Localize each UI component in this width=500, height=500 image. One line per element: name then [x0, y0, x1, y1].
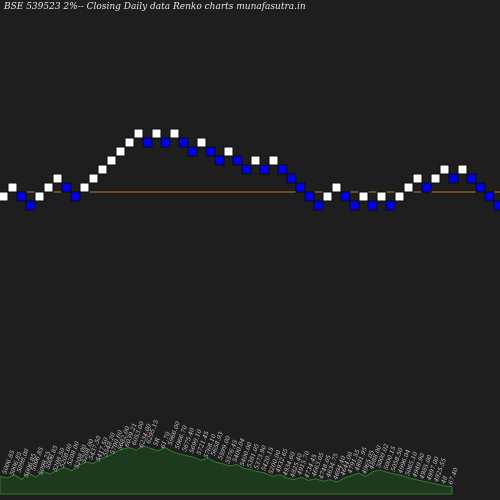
renko-brick-up [268, 155, 279, 166]
renko-brick-down [286, 173, 297, 184]
renko-brick-up [196, 137, 207, 148]
renko-brick-up [322, 191, 333, 202]
volume-area-path [0, 445, 453, 495]
renko-brick-down [313, 200, 324, 211]
renko-brick-up [151, 128, 162, 139]
renko-brick-down [178, 137, 189, 148]
renko-brick-down [277, 164, 288, 175]
renko-brick-down [16, 191, 27, 202]
renko-brick-down [385, 200, 396, 211]
renko-brick-up [169, 128, 180, 139]
renko-brick-up [457, 164, 468, 175]
renko-brick-down [241, 164, 252, 175]
renko-brick-up [376, 191, 387, 202]
renko-brick-up [250, 155, 261, 166]
renko-brick-down [187, 146, 198, 157]
renko-brick-down [367, 200, 378, 211]
renko-brick-down [466, 173, 477, 184]
renko-brick-up [223, 146, 234, 157]
renko-brick-down [214, 155, 225, 166]
renko-brick-up [394, 191, 405, 202]
renko-brick-up [79, 182, 90, 193]
renko-brick-down [160, 137, 171, 148]
renko-brick-up [7, 182, 18, 193]
volume-labels: 5006.855006.855098.005006.855006.855098.… [1, 419, 460, 486]
renko-brick-down [421, 182, 432, 193]
volume-label: 67.40 [447, 467, 460, 486]
renko-brick-down [493, 200, 500, 211]
renko-brick-down [295, 182, 306, 193]
renko-bricks [0, 128, 500, 211]
chart-title: BSE 539523 2%-- Closing Daily data Renko… [4, 2, 306, 12]
volume-area [0, 445, 453, 495]
renko-brick-up [52, 173, 63, 184]
renko-brick-up [430, 173, 441, 184]
renko-brick-down [484, 191, 495, 202]
renko-brick-down [448, 173, 459, 184]
volume-label: 48 [440, 475, 450, 486]
renko-brick-up [403, 182, 414, 193]
renko-brick-down [475, 182, 486, 193]
renko-brick-up [439, 164, 450, 175]
volume-label: 5R [152, 436, 162, 447]
renko-brick-up [358, 191, 369, 202]
renko-brick-down [304, 191, 315, 202]
renko-brick-up [34, 191, 45, 202]
renko-brick-up [331, 182, 342, 193]
renko-brick-down [70, 191, 81, 202]
renko-brick-down [259, 164, 270, 175]
renko-brick-up [88, 173, 99, 184]
renko-brick-down [340, 191, 351, 202]
renko-brick-up [133, 128, 144, 139]
renko-brick-down [61, 182, 72, 193]
renko-brick-up [97, 164, 108, 175]
renko-brick-up [412, 173, 423, 184]
renko-brick-down [205, 146, 216, 157]
renko-brick-down [232, 155, 243, 166]
renko-brick-down [142, 137, 153, 148]
renko-brick-up [124, 137, 135, 148]
renko-brick-up [43, 182, 54, 193]
renko-brick-down [25, 200, 36, 211]
renko-brick-up [115, 146, 126, 157]
renko-brick-up [0, 191, 9, 202]
renko-brick-down [349, 200, 360, 211]
renko-brick-up [106, 155, 117, 166]
